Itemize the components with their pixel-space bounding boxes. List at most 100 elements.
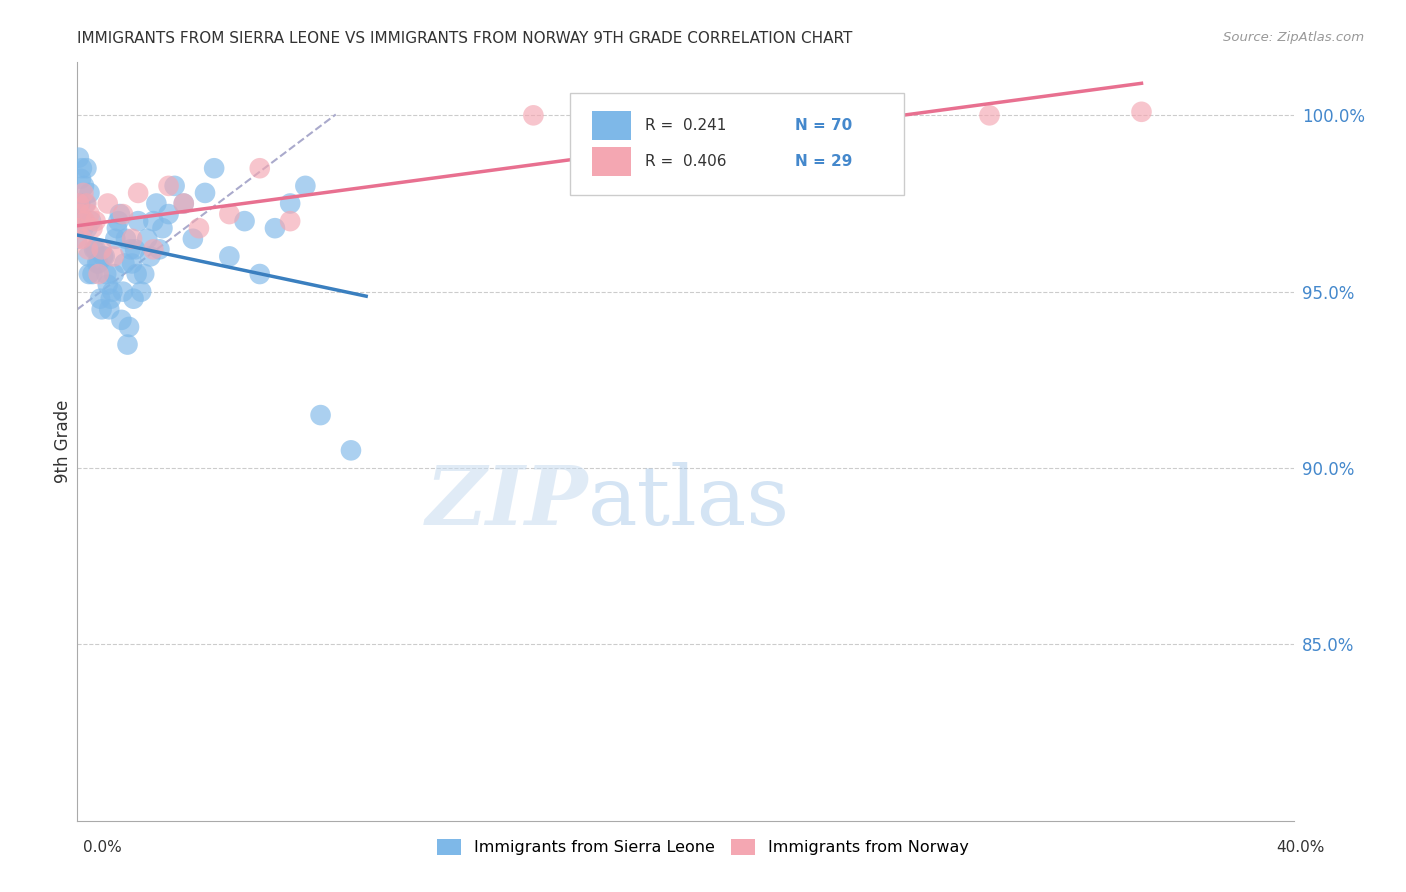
Point (134, 267, 156, 281)
Point (233, 214, 256, 228)
Point (278, 196, 301, 211)
Point (145, 196, 167, 211)
Point (127, 214, 149, 228)
Point (96, 267, 118, 281)
Point (118, 320, 141, 334)
Point (89, 292, 111, 306)
Point (117, 337, 139, 351)
Point (122, 292, 145, 306)
Point (152, 221, 174, 235)
Point (120, 243, 142, 257)
Point (93, 249, 115, 263)
Point (69, 207, 91, 221)
Point (294, 178, 316, 193)
FancyBboxPatch shape (592, 111, 631, 140)
Point (79, 186, 101, 200)
Point (103, 267, 125, 281)
Point (104, 232, 127, 246)
Point (77, 243, 100, 257)
Point (121, 232, 143, 246)
Point (115, 232, 138, 246)
Point (69, 196, 91, 211)
Point (522, 108, 544, 122)
Text: atlas: atlas (588, 462, 790, 542)
Point (83, 243, 105, 257)
Point (124, 243, 146, 257)
Point (110, 313, 132, 327)
Point (70, 171, 93, 186)
Point (136, 232, 159, 246)
Point (121, 256, 143, 270)
Point (173, 196, 195, 211)
Legend: Immigrants from Sierra Leone, Immigrants from Norway: Immigrants from Sierra Leone, Immigrants… (432, 832, 974, 862)
Point (163, 178, 186, 193)
Text: IMMIGRANTS FROM SIERRA LEONE VS IMMIGRANTS FROM NORWAY 9TH GRADE CORRELATION CHA: IMMIGRANTS FROM SIERRA LEONE VS IMMIGRAN… (77, 31, 852, 46)
FancyBboxPatch shape (592, 147, 631, 177)
Point (70, 232, 93, 246)
FancyBboxPatch shape (569, 93, 904, 195)
Point (340, 443, 363, 458)
Text: ZIP: ZIP (426, 462, 588, 542)
Point (97, 196, 120, 211)
Point (111, 207, 134, 221)
Point (249, 267, 271, 281)
Point (76, 221, 98, 235)
Point (90, 302, 112, 317)
Point (98, 302, 121, 317)
Point (114, 256, 136, 270)
Point (107, 214, 129, 228)
Point (139, 249, 162, 263)
Point (67, 151, 90, 165)
Text: N = 29: N = 29 (794, 154, 852, 169)
Point (100, 292, 122, 306)
Point (73, 178, 96, 193)
Point (157, 207, 180, 221)
Point (148, 243, 170, 257)
Point (105, 221, 128, 235)
Point (202, 161, 225, 176)
Point (157, 178, 180, 193)
Point (84, 243, 107, 257)
Point (80, 214, 103, 228)
Point (1130, 104, 1153, 119)
Point (278, 214, 301, 228)
Text: R =  0.406: R = 0.406 (645, 154, 727, 169)
Text: 40.0%: 40.0% (1277, 840, 1324, 855)
Point (979, 108, 1001, 122)
Point (127, 186, 149, 200)
Point (70, 161, 93, 176)
Point (125, 267, 148, 281)
Text: Source: ZipAtlas.com: Source: ZipAtlas.com (1223, 31, 1364, 45)
Point (111, 285, 134, 299)
Point (72, 221, 94, 235)
Point (84, 214, 107, 228)
Text: 0.0%: 0.0% (83, 840, 122, 855)
Point (87, 256, 110, 270)
Point (142, 243, 165, 257)
Point (103, 249, 125, 263)
Text: R =  0.241: R = 0.241 (645, 118, 727, 133)
Point (75, 161, 97, 176)
Point (69, 196, 91, 211)
Point (72, 186, 94, 200)
Point (86, 256, 108, 270)
Point (218, 249, 240, 263)
Point (218, 207, 240, 221)
Point (173, 196, 195, 211)
Point (194, 186, 217, 200)
Point (309, 408, 332, 422)
Point (188, 221, 211, 235)
Point (75, 196, 97, 211)
Point (77, 249, 100, 263)
Point (82, 221, 104, 235)
Point (72, 214, 94, 228)
Point (66, 232, 89, 246)
Point (97, 277, 120, 292)
Point (181, 232, 204, 246)
Point (264, 221, 287, 235)
Point (249, 161, 271, 176)
Y-axis label: 9th Grade: 9th Grade (53, 400, 72, 483)
Point (129, 285, 152, 299)
Point (91, 249, 114, 263)
Point (108, 207, 131, 221)
